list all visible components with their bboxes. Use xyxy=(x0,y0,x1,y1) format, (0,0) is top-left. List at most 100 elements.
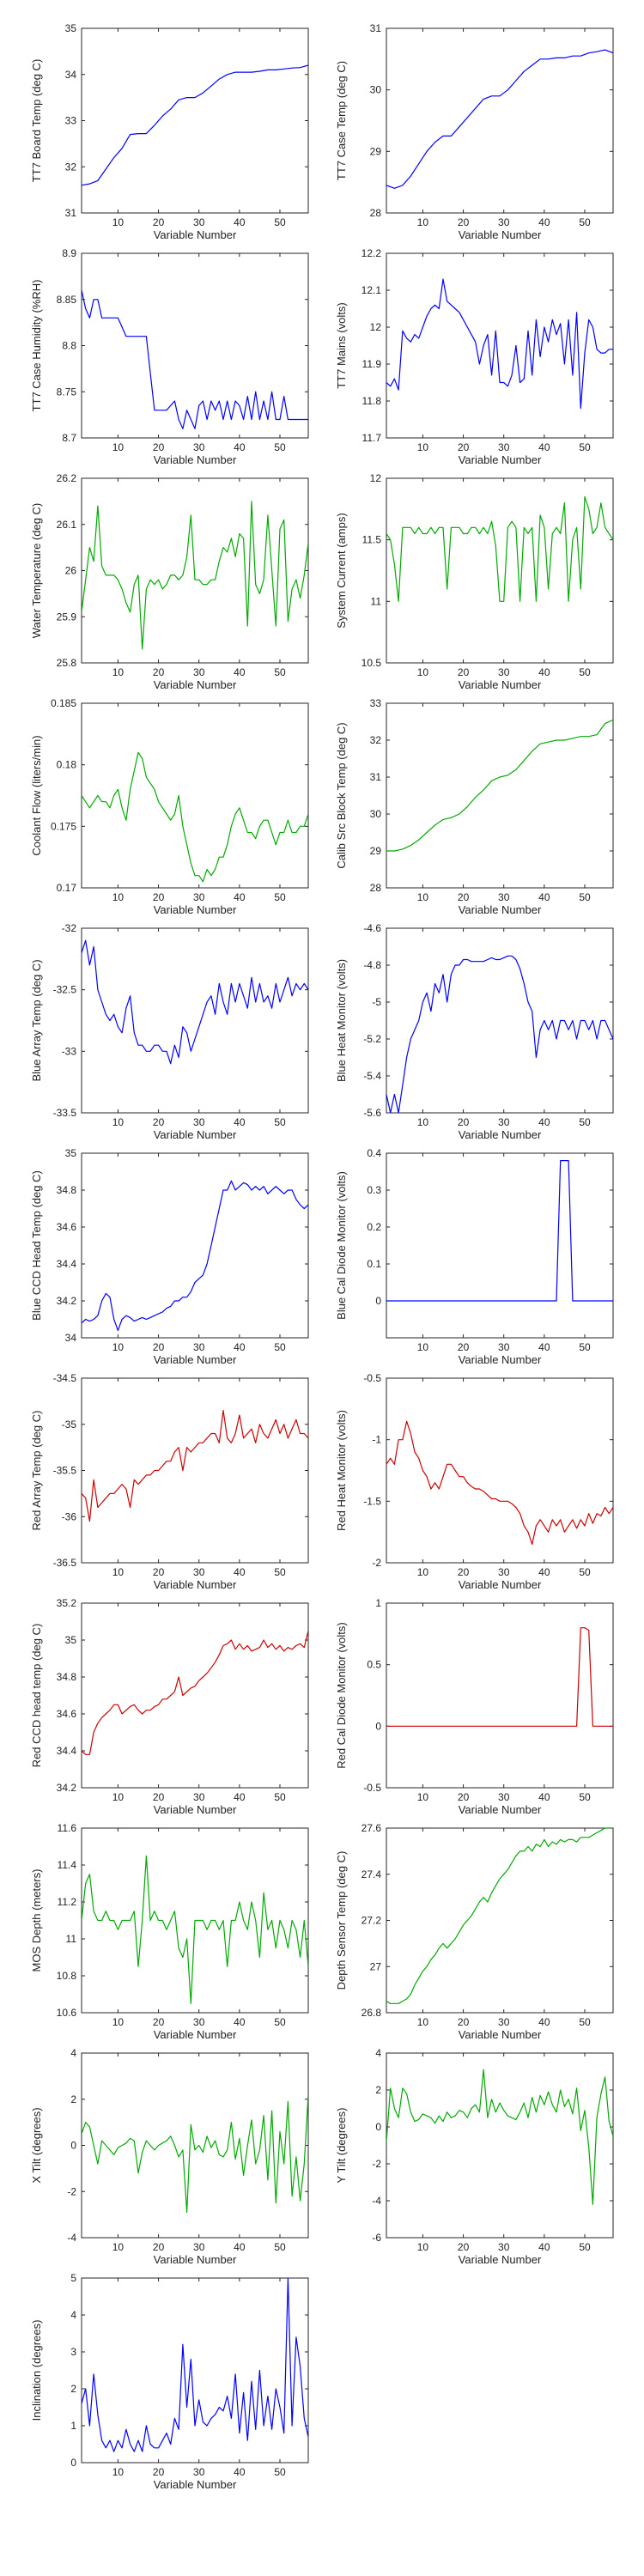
y-axis-label: Red Heat Monitor (volts) xyxy=(335,1410,348,1531)
x-tick-label: 40 xyxy=(234,1566,246,1578)
plot-frame xyxy=(81,2277,309,2464)
x-tick-label: 20 xyxy=(458,1791,470,1803)
plot-frame xyxy=(386,1827,614,2014)
x-tick-label: 20 xyxy=(458,891,470,903)
plot-frame xyxy=(81,927,309,1114)
chart-panel-20: 10 20 30 40 50 -6 -4 -2 0 2 4 Variable Number Y Tilt… xyxy=(335,2047,614,2266)
x-tick-label: 20 xyxy=(153,2241,165,2253)
x-tick-label: 50 xyxy=(274,1116,286,1128)
y-tick-label: -36.5 xyxy=(53,1557,77,1569)
series-line-1 xyxy=(82,939,308,1065)
y-tick-label: -0.5 xyxy=(363,1372,381,1384)
x-axis-label: Variable Number xyxy=(459,903,542,916)
series-line-1 xyxy=(82,1180,308,1332)
series-line-1 xyxy=(386,495,613,602)
x-tick-label: 40 xyxy=(538,2016,550,2028)
y-tick-label: 27.2 xyxy=(361,1915,382,1927)
x-tick-label: 30 xyxy=(498,216,510,228)
chart-panel-10: 10 20 30 40 50 -5.6 -5.4 -5.2 -5 -4.8 -4.6 Variable… xyxy=(335,922,614,1141)
x-tick-label: 30 xyxy=(498,2241,510,2253)
x-tick-label: 20 xyxy=(153,2466,165,2478)
plot-frame xyxy=(81,477,309,664)
x-tick-label: 40 xyxy=(234,666,246,678)
y-tick-label: 34.8 xyxy=(57,1184,77,1196)
y-tick-label: -5.6 xyxy=(363,1107,381,1119)
chart-panel-3: 10 20 30 40 50 8.7 8.75 8.8 8.85 8.9 Variable Numb… xyxy=(30,247,309,466)
x-axis-label: Variable Number xyxy=(154,903,237,916)
y-tick-label: -33 xyxy=(62,1045,77,1057)
x-tick-label: 30 xyxy=(193,1791,205,1803)
x-axis-label: Variable Number xyxy=(154,2253,237,2266)
y-tick-label: 10.5 xyxy=(361,657,382,669)
y-tick-label: 34.2 xyxy=(57,1782,77,1794)
y-tick-label: 30 xyxy=(370,808,382,820)
plot-frame xyxy=(81,702,309,889)
chart-panel-14: 10 20 30 40 50 -2 -1.5 -1 -0.5 Variable Number Red… xyxy=(335,1372,614,1591)
y-tick-label: 33 xyxy=(65,115,77,127)
y-tick-label: 11.4 xyxy=(58,1859,77,1871)
x-tick-label: 10 xyxy=(112,216,125,228)
x-tick-label: 20 xyxy=(458,2241,470,2253)
x-tick-label: 50 xyxy=(579,891,591,903)
y-axis-label: TT7 Mains (volts) xyxy=(335,302,348,388)
y-axis-label: TT7 Case Temp (deg C) xyxy=(335,61,348,180)
y-tick-label: 29 xyxy=(370,145,382,157)
y-tick-label: 27.6 xyxy=(361,1822,382,1834)
x-tick-label: 30 xyxy=(193,1341,205,1353)
x-axis-label: Variable Number xyxy=(154,1353,237,1366)
series-line-1 xyxy=(386,719,613,852)
plot-frame xyxy=(386,2052,614,2239)
y-axis-label: X Tilt (degrees) xyxy=(30,2107,43,2183)
x-tick-label: 20 xyxy=(458,2016,470,2028)
y-axis-label: Inclination (degrees) xyxy=(30,2320,43,2421)
y-tick-label: 34.6 xyxy=(57,1221,77,1233)
y-tick-label: 34 xyxy=(65,1332,77,1344)
x-tick-label: 40 xyxy=(234,216,246,228)
x-tick-label: 40 xyxy=(538,1791,550,1803)
y-tick-label: 0 xyxy=(375,1720,381,1732)
chart-panel-16: 10 20 30 40 50 -0.5 0 0.5 1 Variable Number Red Ca… xyxy=(335,1597,614,1816)
x-tick-label: 40 xyxy=(234,1791,246,1803)
x-axis-label: Variable Number xyxy=(459,1803,542,1816)
x-tick-label: 10 xyxy=(417,2016,429,2028)
y-tick-label: 0.17 xyxy=(57,882,77,894)
y-tick-label: 8.7 xyxy=(62,432,76,444)
y-tick-label: 10.8 xyxy=(57,1970,77,1982)
y-tick-label: -33.5 xyxy=(53,1107,77,1119)
x-tick-label: 10 xyxy=(112,1566,125,1578)
x-tick-label: 10 xyxy=(417,1566,429,1578)
y-tick-label: -35.5 xyxy=(53,1465,77,1477)
y-tick-label: 31 xyxy=(370,22,382,34)
chart-panel-7: 10 20 30 40 50 0.17 0.175 0.18 0.185 Variable Num… xyxy=(30,697,309,916)
y-tick-label: 11.8 xyxy=(362,395,382,407)
x-tick-label: 40 xyxy=(538,441,550,453)
plot-frame xyxy=(81,252,309,439)
y-tick-label: 1 xyxy=(70,2420,76,2432)
y-tick-label: -34.5 xyxy=(53,1372,77,1384)
plot-frame xyxy=(386,477,614,664)
x-tick-label: 30 xyxy=(498,1566,510,1578)
y-tick-label: 11.5 xyxy=(362,534,382,546)
y-tick-label: 26 xyxy=(65,565,77,577)
x-tick-label: 30 xyxy=(193,441,205,453)
y-tick-label: 35 xyxy=(65,1147,77,1159)
chart-panel-2: 10 20 30 40 50 28 29 30 31 Variable Number TT7 Cas… xyxy=(335,22,614,241)
x-tick-label: 20 xyxy=(153,2016,165,2028)
x-tick-label: 50 xyxy=(579,216,591,228)
x-tick-label: 50 xyxy=(579,2241,591,2253)
x-axis-label: Variable Number xyxy=(154,2028,237,2041)
y-tick-label: 2 xyxy=(375,2084,381,2096)
x-tick-label: 50 xyxy=(274,2241,286,2253)
y-tick-label: -4 xyxy=(67,2232,76,2244)
y-tick-label: 31 xyxy=(65,207,77,219)
y-tick-label: 26.1 xyxy=(57,519,77,531)
y-tick-label: 32 xyxy=(370,734,382,746)
x-tick-label: 10 xyxy=(417,666,429,678)
y-tick-label: 0.5 xyxy=(367,1659,381,1671)
x-tick-label: 40 xyxy=(234,1116,246,1128)
y-tick-label: 8.85 xyxy=(57,294,77,306)
y-tick-label: 28 xyxy=(370,882,382,894)
x-tick-label: 20 xyxy=(153,891,165,903)
x-tick-label: 30 xyxy=(498,1791,510,1803)
